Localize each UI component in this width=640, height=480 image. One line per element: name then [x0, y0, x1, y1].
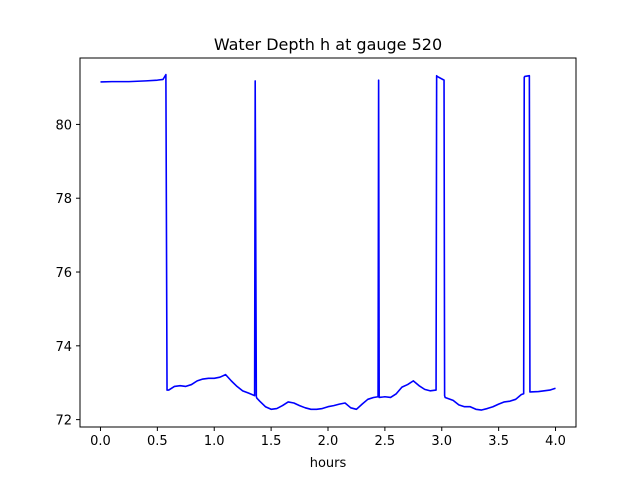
plot-area [100, 73, 556, 411]
y-tick-label: 78 [55, 192, 72, 207]
x-tick-label: 1.0 [204, 434, 225, 449]
x-axis-label: hours [310, 456, 347, 471]
x-tick-label: 4.0 [545, 434, 566, 449]
series-line-0 [100, 73, 556, 411]
y-axis: 72 74 76 78 80 [55, 118, 80, 429]
y-tick-label: 72 [55, 414, 72, 429]
chart-title: Water Depth h at gauge 520 [214, 35, 442, 54]
x-tick-label: 0.0 [90, 434, 111, 449]
x-axis: 0.0 0.5 1.0 1.5 2.0 2.5 3.0 3.5 4.0 [90, 427, 566, 449]
y-tick-label: 74 [55, 340, 72, 355]
y-tick-label: 80 [55, 118, 72, 133]
x-tick-label: 0.5 [147, 434, 168, 449]
y-tick-label: 76 [55, 266, 72, 281]
x-tick-label: 3.0 [431, 434, 452, 449]
x-tick-label: 2.0 [318, 434, 339, 449]
x-tick-label: 1.5 [261, 434, 282, 449]
x-tick-label: 3.5 [488, 434, 509, 449]
x-tick-label: 2.5 [375, 434, 396, 449]
